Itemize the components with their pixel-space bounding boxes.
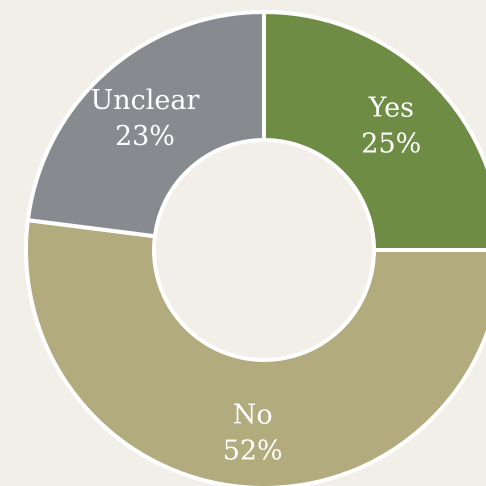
slice-percent-no: 52%: [223, 436, 283, 467]
slice-yes: [262, 10, 486, 252]
donut-labels: Yes 25% No 52% Unclear 23%: [91, 85, 422, 467]
slice-no: [24, 218, 486, 486]
donut-slices: [24, 10, 486, 486]
slice-percent-unclear: 23%: [115, 121, 175, 152]
slice-label-no: No: [233, 400, 273, 431]
slice-unclear: [25, 10, 266, 239]
slice-label-yes: Yes: [368, 93, 414, 124]
slice-percent-yes: 25%: [361, 129, 421, 160]
slice-label-unclear: Unclear: [91, 85, 200, 116]
